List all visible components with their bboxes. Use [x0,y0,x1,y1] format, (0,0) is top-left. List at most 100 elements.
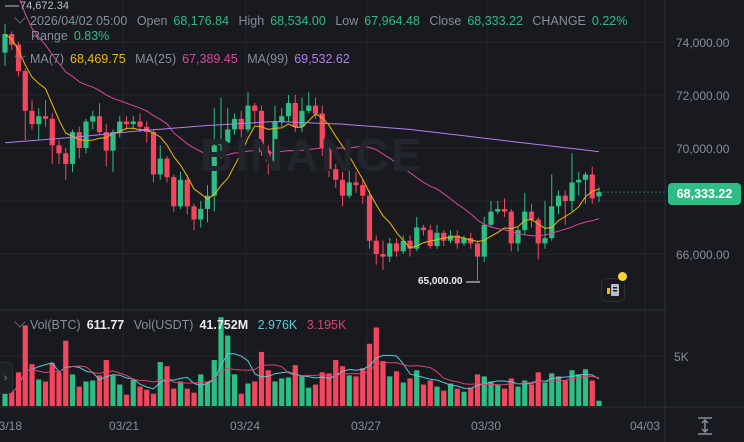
volume-bar [42,381,49,406]
volume-bar [103,360,109,406]
time-tick: 03/24 [230,419,261,433]
vol-btc-label: Vol(BTC) [30,318,81,332]
candle-body [123,121,130,125]
volume-bar [528,384,535,406]
watermark: BINANCE [200,129,424,181]
volume-bar [117,384,123,406]
time-tick: 03/30 [471,419,502,433]
volume-bar [414,370,420,406]
candle-body [528,211,535,220]
range-legend: Range 0.83% [31,29,115,43]
volume-bar [130,379,136,406]
volume-bar [49,363,55,406]
volume-bar [265,370,271,406]
volume-bar [171,388,177,406]
candle-body [130,121,136,125]
chevron-down-icon[interactable] [14,316,26,328]
candle-body [312,105,319,114]
candle-body [441,232,447,241]
candle-body [373,240,379,254]
close-value: 68,333.22 [467,14,523,28]
candle-body [339,179,346,196]
volume-bar [164,366,170,406]
candle-body [96,116,103,133]
current-price-tag: 68,333.22 [668,183,741,205]
volume-bar [400,382,406,406]
candle-body [420,227,427,231]
volume-bar [69,374,76,406]
ma7-line [4,33,600,249]
volume-bar [56,372,62,406]
candle-body [447,235,454,241]
candle-settings-button[interactable] [601,278,625,302]
time-tick: 03/18 [0,419,23,433]
ma25-line [19,0,600,237]
candle-body [319,113,325,148]
candle-body [535,219,541,244]
volume-bar [562,380,568,406]
candle-body [427,230,433,247]
volume-bar [90,380,96,406]
candle-body [582,174,589,180]
low-label: Low [335,14,359,28]
candle-body [461,238,467,244]
volume-bar [387,376,393,406]
volume-bar [63,340,69,406]
ma25-value: 67,389.45 [182,52,238,66]
candle-body [198,208,204,220]
candle-body [265,150,271,162]
candle-body [164,158,170,178]
candle-body [272,121,278,162]
volume-bar [501,388,508,406]
volume-bar [353,376,359,406]
vertical-resize-icon[interactable] [695,416,715,436]
volume-bar [252,381,258,406]
low-annotation: 65,000.00 [418,276,463,287]
candle-body [562,195,568,201]
volume-bar [2,393,8,406]
chevron-right-icon: › [3,372,8,384]
volume-bar [346,375,352,406]
candle-body [238,118,244,130]
price-tick: 66,000.00 [676,248,730,262]
candle-body [555,195,562,207]
volume-bar [319,372,325,406]
candle-body [299,110,305,127]
candle-body [29,110,35,125]
price-tick: 70,000.00 [676,142,730,156]
chevron-down-icon[interactable] [14,12,26,24]
candle-body [171,177,177,207]
candle-body [69,132,76,164]
volume-ma2-line [4,361,600,395]
candle-body [292,102,298,127]
candle-body [400,240,406,252]
volume-bar [454,388,460,406]
volume-bar [150,393,157,406]
volume-bar [427,380,433,406]
candle-body [258,110,265,151]
candle-body [407,240,413,249]
volume-bar [279,378,285,406]
volume-bar [198,374,204,406]
volume-bar [123,394,130,406]
ma7-value: 68,469.75 [70,52,126,66]
high-label: High [238,14,265,28]
volume-bar [15,372,22,406]
volume-bar [589,380,595,406]
volume-bar [596,400,602,406]
time-tick: 04/03 [630,419,661,433]
volume-bar [542,382,548,406]
volume-bar [177,381,184,406]
volume-bar [555,376,562,406]
ma99-value: 69,532.62 [294,52,350,66]
expand-panel-button[interactable]: › [0,362,13,394]
candle-body [36,116,42,125]
volume-bar [549,373,555,406]
candle-body [468,238,474,244]
volume-bar [569,370,575,406]
candle-body [22,71,28,111]
candle-body [333,169,339,180]
chevron-down-icon[interactable] [14,50,26,62]
volume-bar [333,360,339,406]
